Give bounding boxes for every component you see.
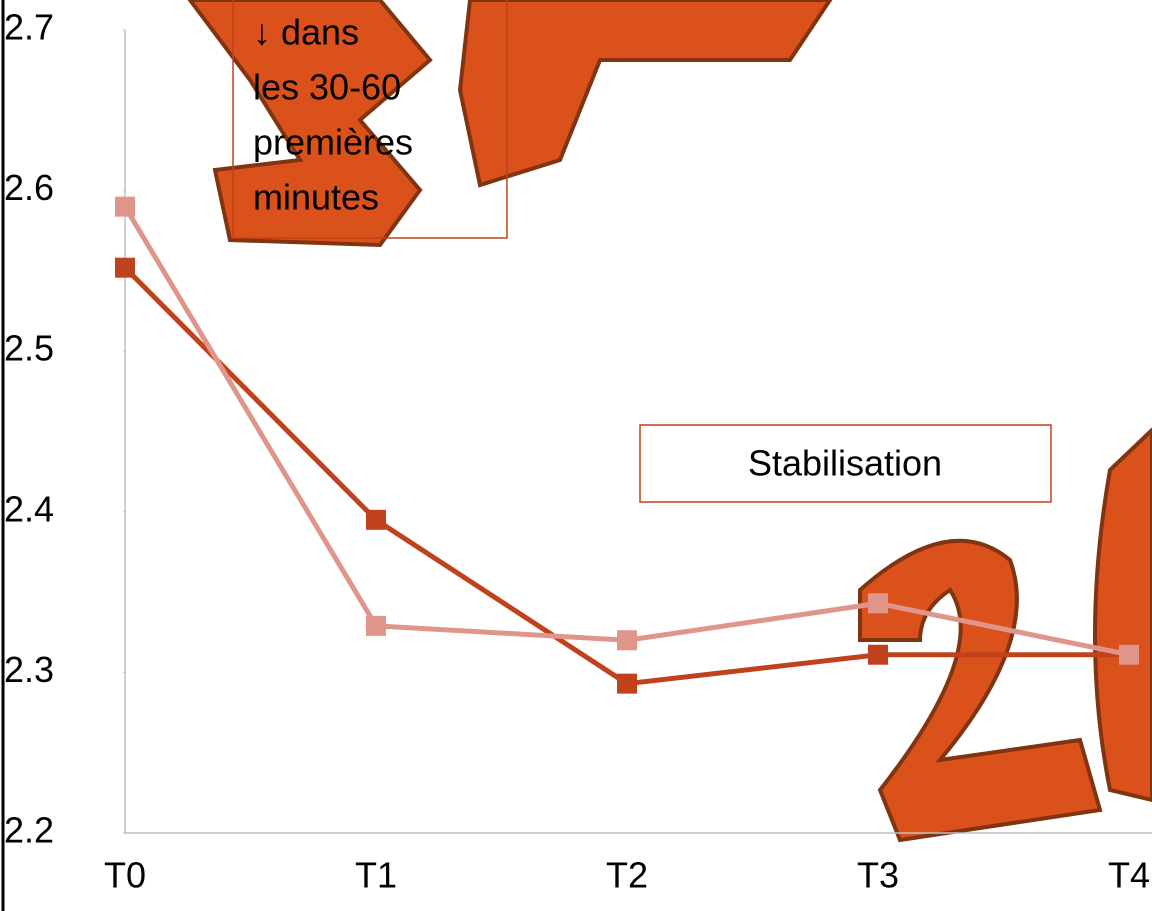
point-marker: [115, 196, 135, 217]
point-marker: [868, 644, 888, 665]
annotation-text: premières: [253, 122, 413, 163]
point-marker: [366, 615, 386, 636]
annotation-text: Stabilisation: [748, 443, 942, 484]
point-marker: [1119, 644, 1139, 665]
x-tick-label: T2: [606, 855, 648, 896]
point-marker: [115, 257, 135, 278]
annotation-box: [232, 0, 508, 239]
y-tick-label: 2.2: [4, 810, 54, 851]
decor-shape: [187, 0, 433, 248]
y-tick-label: 2.5: [4, 328, 54, 369]
background-decoration: [187, 0, 1152, 843]
annotation-text: les 30-60: [253, 67, 401, 108]
x-tick-label: T4: [1108, 855, 1150, 896]
decor-shape: [1093, 427, 1152, 803]
point-marker: [617, 630, 637, 651]
point-marker: [617, 673, 637, 694]
annotation-text: ↓ dans: [253, 12, 359, 53]
point-marker: [366, 509, 386, 530]
decor-shape: [457, 0, 833, 188]
x-tick-label: T3: [857, 855, 899, 896]
x-tick-label: T0: [104, 855, 146, 896]
y-tick-label: 2.4: [4, 488, 54, 529]
y-tick-label: 2.6: [4, 167, 54, 208]
annotation-text: minutes: [253, 177, 379, 218]
annotation-box: [639, 424, 1052, 503]
point-marker: [868, 593, 888, 614]
y-tick-label: 2.7: [4, 7, 54, 48]
x-tick-label: T1: [355, 855, 397, 896]
y-tick-label: 2.3: [4, 649, 54, 690]
decor-shape: [858, 538, 1103, 843]
